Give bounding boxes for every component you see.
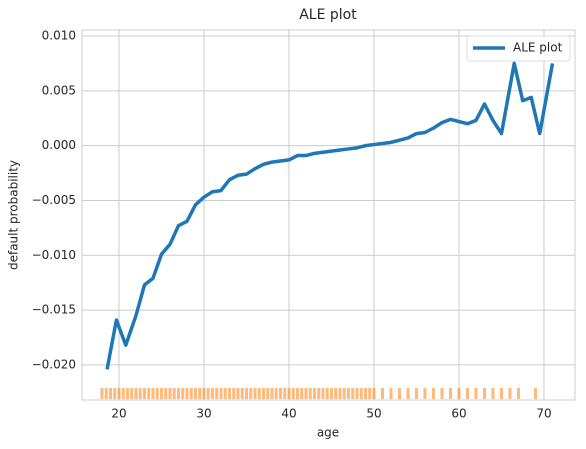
y-axis-label: default probability: [7, 160, 21, 270]
y-tick-label: −0.015: [32, 303, 76, 317]
x-tick-label: 50: [366, 407, 381, 421]
y-tick-label: −0.005: [32, 193, 76, 207]
x-tick-label: 30: [196, 407, 211, 421]
x-axis-label: age: [317, 426, 339, 440]
y-tick-label: 0.010: [42, 29, 76, 43]
y-tick-label: −0.020: [32, 357, 76, 371]
x-tick-label: 20: [111, 407, 126, 421]
data-line: [105, 61, 555, 370]
y-tick-label: 0.000: [42, 138, 76, 152]
chart-title: ALE plot: [299, 7, 357, 23]
x-tick-label: 70: [536, 407, 551, 421]
legend-box: [466, 35, 571, 62]
plot-border: [81, 29, 576, 401]
legend-label: ALE plot: [513, 41, 563, 55]
plot-area: [82, 30, 575, 400]
y-tick-label: 0.005: [42, 83, 76, 97]
y-tick-label: −0.010: [32, 248, 76, 262]
x-tick-label: 60: [451, 407, 466, 421]
x-tick-label: 40: [281, 407, 296, 421]
